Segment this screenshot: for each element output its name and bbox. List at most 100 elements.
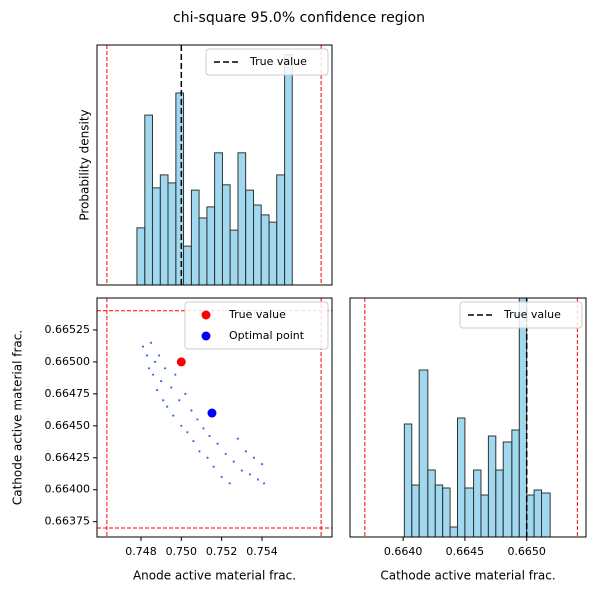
sample-point xyxy=(170,386,173,389)
x-tick-label: 0.6650 xyxy=(507,545,546,558)
histogram-bar xyxy=(206,206,216,286)
histogram-bar xyxy=(214,152,223,286)
sample-point xyxy=(260,463,264,466)
histogram-bar xyxy=(245,189,255,286)
y-tick-label: 0.66400 xyxy=(45,483,91,496)
sample-point xyxy=(162,399,165,402)
histogram-bar xyxy=(518,297,528,538)
sample-point xyxy=(149,341,153,344)
sample-point xyxy=(153,360,157,364)
legend-label: True value xyxy=(503,308,561,321)
histogram-bar xyxy=(229,229,239,286)
legend-box xyxy=(459,301,583,329)
histogram-bar xyxy=(221,184,231,286)
sample-point xyxy=(145,354,149,357)
sample-point xyxy=(220,475,223,479)
marker-point xyxy=(176,357,186,367)
histogram-bar xyxy=(159,174,169,286)
sample-point xyxy=(206,456,209,459)
sample-point xyxy=(228,482,231,485)
sample-point xyxy=(256,478,260,481)
sample-point xyxy=(216,442,219,445)
sample-point xyxy=(174,373,177,376)
legend-label: True value xyxy=(228,308,286,321)
x-tick-label: 0.754 xyxy=(246,545,278,558)
marker-point xyxy=(207,408,217,418)
histogram-bar xyxy=(237,152,247,286)
legend-box xyxy=(184,301,329,350)
histogram-bar xyxy=(136,227,146,286)
sample-point xyxy=(180,424,183,427)
y-tick-label: 0.66450 xyxy=(45,419,91,432)
sample-point xyxy=(212,465,215,468)
histogram-bar xyxy=(526,494,535,538)
histogram-bar xyxy=(449,526,458,538)
legend-label: True value xyxy=(249,55,307,68)
x-tick-label: 0.750 xyxy=(166,545,198,558)
histogram-bar xyxy=(411,484,420,538)
x-tick-label: 0.752 xyxy=(206,545,238,558)
sample-point xyxy=(151,373,155,376)
y-tick-label: 0.66425 xyxy=(45,451,91,464)
histogram-bar xyxy=(442,487,451,538)
histogram-bar xyxy=(167,182,177,286)
sample-point xyxy=(196,418,199,421)
x-tick-label: 0.748 xyxy=(125,545,157,558)
histogram-bar xyxy=(464,487,475,538)
histogram-bar xyxy=(427,469,436,538)
histogram-bar xyxy=(276,174,286,286)
histogram-bar xyxy=(151,187,161,286)
histogram-bar xyxy=(480,494,489,538)
x-tick-label: 0.6645 xyxy=(446,545,485,558)
sample-point xyxy=(160,379,163,383)
histogram-bar xyxy=(190,189,200,286)
axes-frame xyxy=(349,297,587,538)
sample-point xyxy=(224,452,227,456)
histogram-bar xyxy=(541,492,551,538)
histogram-bar xyxy=(418,369,429,538)
figure-title: chi-square 95.0% confidence region xyxy=(173,10,425,26)
histogram-bar xyxy=(403,423,413,538)
histogram-bar xyxy=(487,435,497,538)
histogram-bar xyxy=(434,484,444,538)
histogram-bar xyxy=(456,417,466,538)
histogram-bar xyxy=(260,214,270,286)
histogram-bar xyxy=(502,441,513,538)
sample-point xyxy=(190,409,193,412)
legend-swatch xyxy=(201,310,211,320)
histogram-bar xyxy=(268,221,278,286)
y-tick-label: 0.66475 xyxy=(45,387,91,400)
histogram-bar xyxy=(511,429,520,538)
y-tick-label: 0.66500 xyxy=(45,355,91,368)
x-axis-label: Anode active material frac. xyxy=(133,569,296,583)
sample-point xyxy=(164,367,167,370)
axes-frame xyxy=(96,44,333,286)
y-axis-label: Probability density xyxy=(78,109,92,220)
sample-point xyxy=(252,456,256,459)
sample-point xyxy=(262,482,266,485)
y-axis-label: Cathode active material frac. xyxy=(11,330,25,505)
y-tick-label: 0.66525 xyxy=(45,323,91,336)
sample-point xyxy=(178,399,181,402)
sample-point xyxy=(186,431,189,434)
sample-point xyxy=(184,392,187,395)
sample-point xyxy=(244,450,247,453)
sample-point xyxy=(156,388,159,392)
sample-point xyxy=(147,367,151,370)
sample-point xyxy=(232,460,235,463)
histogram-bar xyxy=(473,469,482,538)
histogram-bar xyxy=(284,54,293,286)
sample-point xyxy=(248,473,252,476)
histogram-bar xyxy=(175,92,185,286)
sample-point xyxy=(158,354,161,357)
sample-point xyxy=(141,345,145,348)
legend-swatch xyxy=(201,331,211,341)
histogram-bar xyxy=(253,204,262,286)
histogram-bar xyxy=(144,114,153,286)
legend-label: Optimal point xyxy=(229,329,305,342)
histogram-bar xyxy=(183,245,192,286)
sample-point xyxy=(236,437,239,440)
histogram-bar xyxy=(198,217,208,286)
sample-point xyxy=(240,469,243,472)
